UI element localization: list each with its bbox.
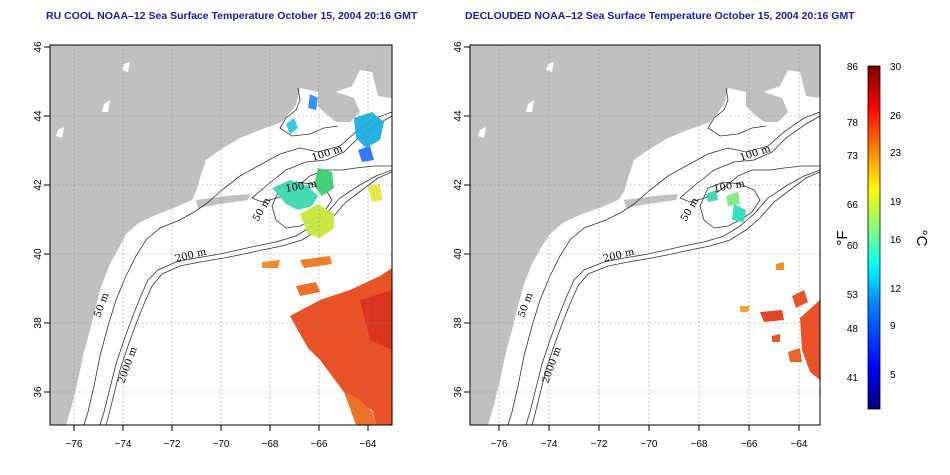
bathymetry-contours <box>507 87 821 426</box>
lon-label: −70 <box>213 439 230 450</box>
lakes <box>478 62 554 138</box>
lon-label: −76 <box>491 439 508 450</box>
panel-title-ru-cool: RU COOL NOAA–12 Sea Surface Temperature … <box>46 10 418 22</box>
lat-lon-grid <box>50 45 392 425</box>
lat-label: 46 <box>33 41 44 53</box>
lon-ticks <box>73 425 369 431</box>
lat-label: 40 <box>33 248 44 260</box>
landmass <box>470 45 820 425</box>
lat-label: 42 <box>453 179 464 191</box>
lon-label: −72 <box>164 439 181 450</box>
lon-label: −74 <box>115 439 132 450</box>
lon-label: −66 <box>741 439 758 450</box>
map-frame <box>469 44 821 426</box>
celsius-tick: 30 <box>890 62 902 73</box>
celsius-tick: 23 <box>890 148 902 159</box>
lat-label: 44 <box>33 110 44 122</box>
lon-ticks <box>498 425 800 431</box>
celsius-tick: 5 <box>890 370 896 381</box>
celsius-tick: 9 <box>890 321 896 332</box>
map-panel-declouded: 100 m 100 m 50 m 200 m 50 m 2000 m <box>453 41 821 450</box>
lon-label: −68 <box>691 439 708 450</box>
celsius-unit-label: °C <box>913 230 930 247</box>
fahrenheit-tick: 73 <box>847 151 859 162</box>
lon-tick-labels: −76 −74 −72 −70 −68 −66 −64 <box>491 439 808 450</box>
lat-tick-labels: 36 38 40 42 44 46 <box>453 41 464 398</box>
fahrenheit-tick: 78 <box>847 118 859 129</box>
lon-label: −64 <box>791 439 808 450</box>
lat-lon-grid <box>470 45 820 425</box>
lat-ticks <box>44 46 50 393</box>
lon-label: −70 <box>641 439 658 450</box>
lat-tick-labels: 36 38 40 42 44 46 <box>33 41 44 398</box>
celsius-tick: 19 <box>890 197 902 208</box>
colorbar-gradient <box>867 65 881 410</box>
lat-label: 38 <box>453 317 464 329</box>
lon-label: −72 <box>591 439 608 450</box>
fahrenheit-tick: 66 <box>847 200 859 211</box>
celsius-tick: 12 <box>890 284 902 295</box>
lat-label: 36 <box>33 386 44 398</box>
lakes <box>56 62 130 138</box>
celsius-tick: 26 <box>890 111 902 122</box>
fahrenheit-unit-label: °F <box>834 230 851 245</box>
panel-title-declouded: DECLOUDED NOAA–12 Sea Surface Temperatur… <box>465 10 855 22</box>
lon-label: −66 <box>311 439 328 450</box>
celsius-ticks: 30 26 23 19 16 12 9 5 <box>890 62 902 381</box>
lat-label: 38 <box>33 317 44 329</box>
lon-tick-labels: −76 −74 −72 −70 −68 −66 −64 <box>66 439 377 450</box>
lat-label: 40 <box>453 248 464 260</box>
lon-label: −74 <box>541 439 558 450</box>
lat-ticks <box>464 46 470 393</box>
lon-label: −76 <box>66 439 83 450</box>
fahrenheit-tick: 53 <box>847 290 859 301</box>
temperature-colorbar: 86 78 73 66 60 53 48 41 30 26 23 19 16 1… <box>834 62 930 410</box>
celsius-tick: 16 <box>890 235 902 246</box>
sst-data <box>706 190 820 380</box>
fahrenheit-tick: 41 <box>847 373 859 384</box>
fahrenheit-ticks: 86 78 73 66 60 53 48 41 <box>847 62 859 384</box>
lat-label: 36 <box>453 386 464 398</box>
fahrenheit-tick: 60 <box>847 241 859 252</box>
fahrenheit-tick: 48 <box>847 324 859 335</box>
lat-label: 46 <box>453 41 464 53</box>
lat-label: 44 <box>453 110 464 122</box>
lat-label: 42 <box>33 179 44 191</box>
sst-data <box>262 94 392 425</box>
fahrenheit-tick: 86 <box>847 62 859 73</box>
lon-label: −68 <box>262 439 279 450</box>
landmass <box>50 45 392 425</box>
lon-label: −64 <box>360 439 377 450</box>
map-panel-ru-cool: 100 m 100 m 50 m 200 m 50 m 2000 m <box>33 41 393 450</box>
